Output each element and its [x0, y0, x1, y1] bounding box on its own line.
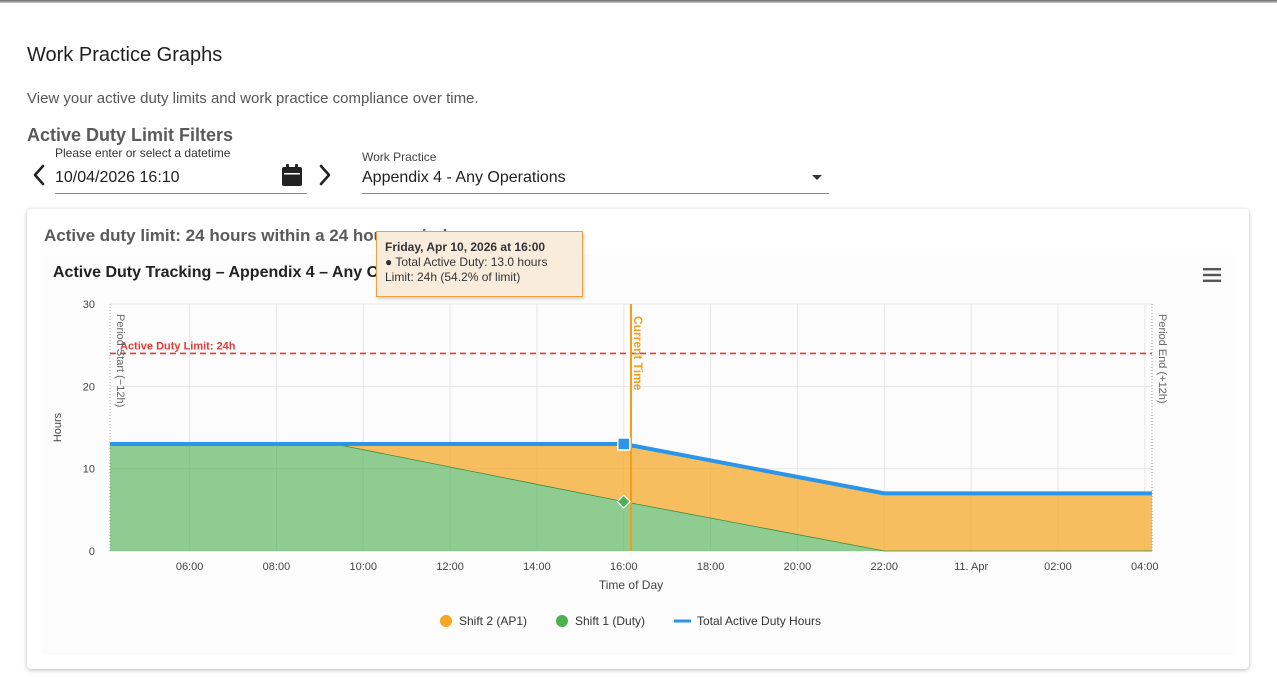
x-tick-label: 11. Apr — [954, 561, 988, 573]
next-day-button[interactable] — [314, 162, 336, 188]
y-tick-label: 10 — [83, 464, 95, 476]
x-tick-label: 06:00 — [176, 561, 204, 573]
work-practice-select[interactable]: Appendix 4 - Any Operations — [362, 166, 829, 194]
calendar-icon — [282, 164, 302, 186]
legend-shift-2-label: Shift 2 (AP1) — [459, 614, 527, 628]
tooltip-title: Friday, Apr 10, 2026 at 16:00 — [385, 240, 546, 254]
x-axis-title: Time of Day — [599, 578, 663, 592]
x-tick-label: 20:00 — [784, 561, 812, 573]
chart-menu-button[interactable] — [1203, 267, 1221, 283]
active-duty-card: Active duty limit: 24 hours within a 24 … — [27, 209, 1249, 669]
hover-marker-shift-1 — [616, 494, 631, 509]
y-axis-title: Hours — [52, 412, 64, 442]
card-title: Active duty limit: 24 hours within a 24 … — [44, 226, 448, 245]
legend-shift-1-label: Shift 1 (Duty) — [575, 614, 645, 628]
x-tick-label: 02:00 — [1044, 561, 1072, 573]
period-start-label: Period Start (−12h) — [114, 314, 126, 407]
y-tick-label: 0 — [89, 546, 95, 558]
page-subtitle: View your active duty limits and work pr… — [27, 90, 479, 107]
filters-title: Active Duty Limit Filters — [27, 125, 234, 145]
period-end-label: Period End (+12h) — [1156, 314, 1168, 404]
chevron-down-icon — [812, 175, 822, 180]
page-title: Work Practice Graphs — [27, 44, 223, 66]
x-tick-label: 14:00 — [523, 561, 551, 573]
work-practice-value: Appendix 4 - Any Operations — [362, 169, 566, 186]
datetime-label: Please enter or select a datetime — [55, 146, 231, 160]
work-practice-label: Work Practice — [362, 150, 437, 164]
hamburger-menu-icon — [1203, 268, 1221, 282]
x-tick-label: 04:00 — [1131, 561, 1159, 573]
y-tick-label: 30 — [83, 299, 95, 311]
active-duty-chart: Active Duty Tracking – Appendix 4 – Any … — [52, 264, 1168, 628]
x-tick-label: 10:00 — [349, 561, 377, 573]
previous-day-button[interactable] — [28, 162, 50, 188]
active-duty-limit-label: Active Duty Limit: 24h — [120, 340, 236, 352]
chevron-left-icon — [33, 164, 45, 186]
legend-total-label: Total Active Duty Hours — [697, 614, 821, 628]
legend-shift-1-marker — [556, 615, 568, 627]
hover-marker-total — [617, 437, 631, 451]
chart-tooltip: Friday, Apr 10, 2026 at 16:00 ● Total Ac… — [376, 231, 583, 297]
legend-shift-2-marker — [440, 615, 452, 627]
x-tick-label: 12:00 — [436, 561, 464, 573]
x-tick-label: 08:00 — [263, 561, 291, 573]
tooltip-total: ● Total Active Duty: 13.0 hours — [385, 255, 548, 269]
datetime-input[interactable] — [55, 163, 307, 194]
current-time-label: Current Time — [631, 316, 645, 391]
calendar-button[interactable] — [281, 163, 303, 187]
shift-1-area — [110, 443, 1152, 551]
x-tick-label: 16:00 — [610, 561, 638, 573]
x-tick-label: 22:00 — [870, 561, 898, 573]
y-tick-label: 20 — [83, 381, 95, 393]
top-shadow — [0, 0, 1277, 3]
x-tick-label: 18:00 — [697, 561, 725, 573]
chart-container: Active Duty Tracking – Appendix 4 – Any … — [43, 255, 1233, 655]
tooltip-limit: Limit: 24h (54.2% of limit) — [385, 270, 521, 284]
chevron-right-icon — [319, 164, 331, 186]
